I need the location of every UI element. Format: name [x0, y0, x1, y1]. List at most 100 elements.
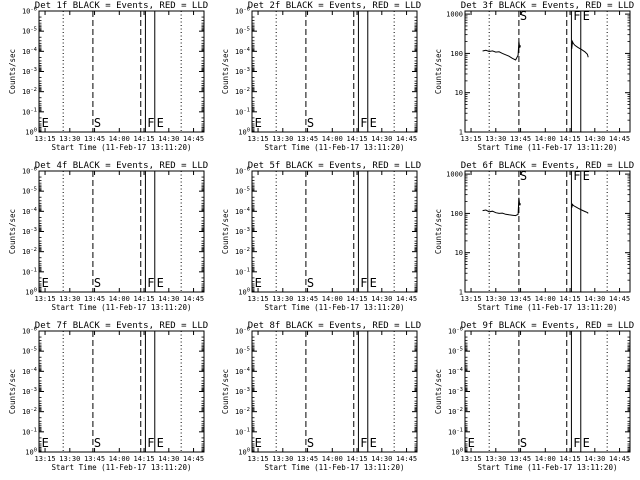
plot-frame	[464, 330, 631, 453]
x-tick-label: 14:30	[371, 455, 392, 463]
x-tick-label: 14:30	[371, 135, 392, 143]
y-tick-label: 10-1	[22, 267, 37, 276]
plot-title: Det 6f BLACK = Events, RED = LLD	[461, 161, 634, 171]
x-tick-label: 14:00	[322, 135, 343, 143]
event-marker: E	[370, 276, 377, 290]
events-series-line	[571, 203, 589, 214]
event-marker: F	[360, 116, 367, 130]
y-tick-label: 10-1	[235, 267, 250, 276]
event-marker: E	[468, 436, 475, 450]
y-tick-label: 1	[459, 129, 463, 137]
event-marker: E	[370, 436, 377, 450]
event-marker: E	[583, 9, 590, 23]
x-axis-label: Start Time (11-Feb-17 13:11:20)	[52, 143, 192, 152]
event-marker: F	[360, 436, 367, 450]
y-axis-label: Counts/sec	[8, 49, 17, 94]
x-tick-label: 13:45	[510, 135, 531, 143]
event-marker: F	[147, 276, 154, 290]
x-tick-label: 13:30	[272, 455, 293, 463]
x-tick-label: 13:15	[461, 135, 482, 143]
x-tick-label: 14:00	[109, 135, 130, 143]
y-tick-label: 10-1	[235, 107, 250, 116]
y-tick-label: 10-3	[235, 387, 250, 396]
events-series-line	[482, 41, 521, 61]
y-tick-label: 10-2	[235, 87, 250, 96]
y-tick-label: 10-2	[22, 247, 37, 256]
y-tick-label: 100	[450, 210, 463, 218]
y-tick-label: 100	[25, 288, 37, 297]
x-tick-label: 14:00	[109, 295, 130, 303]
x-tick-label: 13:15	[461, 455, 482, 463]
x-tick-label: 13:15	[35, 295, 56, 303]
y-axis-label: Counts/sec	[434, 209, 443, 254]
event-marker: S	[94, 276, 101, 290]
y-tick-label: 10-6	[235, 7, 250, 16]
y-tick-label: 10-1	[235, 427, 250, 436]
x-tick-label: 13:15	[248, 455, 269, 463]
x-tick-label: 13:30	[485, 295, 506, 303]
x-tick-label: 14:45	[396, 135, 417, 143]
y-tick-label: 10-4	[235, 207, 251, 216]
event-marker: S	[520, 169, 527, 183]
plot-title: Det 4f BLACK = Events, RED = LLD	[35, 161, 208, 171]
event-marker: E	[255, 116, 262, 130]
x-axis-label: Start Time (11-Feb-17 13:11:20)	[52, 303, 192, 312]
y-tick-label: 10-2	[235, 407, 250, 416]
event-marker: F	[573, 9, 580, 23]
y-tick-label: 10-6	[22, 327, 37, 336]
y-tick-label: 10-6	[22, 167, 37, 176]
y-tick-label: 100	[25, 128, 37, 137]
x-tick-label: 14:45	[609, 455, 630, 463]
y-tick-label: 10-1	[22, 427, 37, 436]
y-axis-label: Counts/sec	[8, 209, 17, 254]
event-marker: S	[520, 9, 527, 23]
y-tick-label: 10-5	[235, 347, 250, 356]
plot-title: Det 1f BLACK = Events, RED = LLD	[35, 1, 208, 11]
y-tick-label: 10-1	[448, 427, 463, 436]
x-tick-label: 13:45	[297, 135, 318, 143]
plot-frame	[38, 10, 205, 133]
x-tick-label: 14:45	[609, 135, 630, 143]
y-tick-label: 10-4	[22, 47, 38, 56]
plot-frame	[38, 170, 205, 293]
y-tick-label: 10-6	[448, 327, 463, 336]
event-marker: F	[147, 116, 154, 130]
x-tick-label: 13:30	[59, 455, 80, 463]
y-tick-label: 1	[459, 289, 463, 297]
x-tick-label: 14:15	[560, 135, 581, 143]
x-tick-label: 14:00	[535, 135, 556, 143]
event-marker: S	[94, 436, 101, 450]
event-marker: E	[42, 276, 49, 290]
x-axis-label: Start Time (11-Feb-17 13:11:20)	[265, 143, 405, 152]
x-axis-label: Start Time (11-Feb-17 13:11:20)	[478, 303, 618, 312]
plot-title: Det 8f BLACK = Events, RED = LLD	[248, 321, 421, 331]
x-tick-label: 14:15	[560, 455, 581, 463]
x-tick-label: 14:45	[396, 295, 417, 303]
y-tick-label: 10-1	[22, 107, 37, 116]
y-tick-label: 10-5	[235, 187, 250, 196]
x-axis-label: Start Time (11-Feb-17 13:11:20)	[265, 463, 405, 472]
x-tick-label: 14:45	[396, 455, 417, 463]
events-series-line	[482, 197, 521, 217]
events-series-line	[571, 39, 589, 58]
event-marker: E	[583, 436, 590, 450]
x-tick-label: 14:15	[134, 295, 155, 303]
y-tick-label: 10-3	[235, 67, 250, 76]
plot-title: Det 2f BLACK = Events, RED = LLD	[248, 1, 421, 11]
x-tick-label: 13:15	[35, 455, 56, 463]
x-tick-label: 13:15	[461, 295, 482, 303]
x-tick-label: 14:45	[183, 295, 204, 303]
y-axis-label: Counts/sec	[8, 369, 17, 414]
event-marker: E	[157, 436, 164, 450]
y-tick-label: 1000	[446, 171, 463, 179]
y-tick-label: 10-5	[448, 347, 463, 356]
y-tick-label: 10-4	[22, 367, 38, 376]
event-marker: E	[255, 436, 262, 450]
x-tick-label: 13:45	[510, 455, 531, 463]
det-6f-plot: Det 6f BLACK = Events, RED = LLD 13:15 13:…	[434, 161, 634, 312]
y-tick-label: 10	[455, 89, 463, 97]
event-marker: S	[307, 116, 314, 130]
x-tick-label: 13:30	[59, 295, 80, 303]
x-tick-label: 13:45	[84, 295, 105, 303]
